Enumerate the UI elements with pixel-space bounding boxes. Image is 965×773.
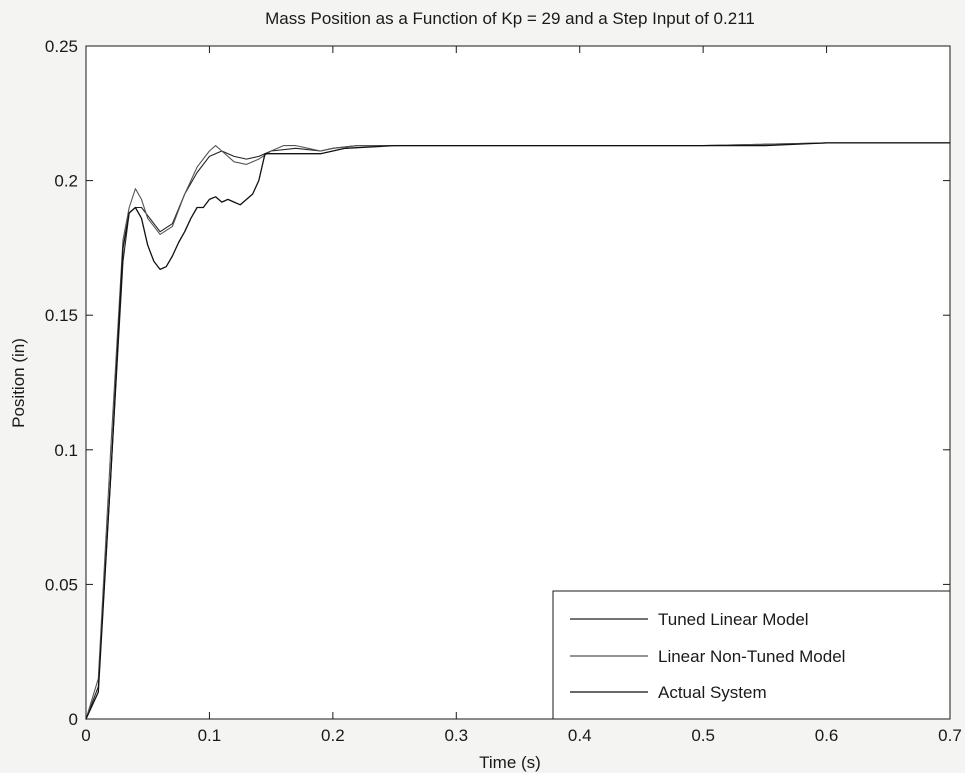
x-tick-label: 0.7	[938, 726, 962, 745]
x-axis-label: Time (s)	[479, 753, 541, 772]
y-tick-label: 0.2	[54, 172, 78, 191]
x-tick-label: 0.1	[198, 726, 222, 745]
x-axis: 0 0.1 0.2 0.3 0.4 0.5 0.6 0.7	[81, 46, 962, 745]
x-tick-label: 0	[81, 726, 90, 745]
x-tick-label: 0.5	[691, 726, 715, 745]
y-axis: 0 0.05 0.1 0.15 0.2 0.25	[45, 37, 950, 729]
chart-title: Mass Position as a Function of Kp = 29 a…	[265, 9, 755, 28]
legend-box	[552, 590, 951, 720]
y-tick-label: 0.25	[45, 37, 78, 56]
x-tick-label: 0.2	[321, 726, 345, 745]
legend-label-actual-system: Actual System	[658, 683, 767, 702]
x-tick-label: 0.3	[444, 726, 468, 745]
x-tick-label: 0.6	[815, 726, 839, 745]
legend-label-tuned-linear-model: Tuned Linear Model	[658, 610, 809, 629]
y-tick-label: 0.1	[54, 441, 78, 460]
legend: Tuned Linear Model Linear Non-Tuned Mode…	[552, 590, 951, 720]
y-tick-label: 0	[69, 710, 78, 729]
x-tick-label: 0.4	[568, 726, 592, 745]
y-tick-label: 0.15	[45, 306, 78, 325]
series-layer	[85, 142, 951, 720]
y-tick-label: 0.05	[45, 575, 78, 594]
series-line-actual-system	[85, 142, 951, 720]
legend-label-linear-non-tuned-model: Linear Non-Tuned Model	[658, 647, 845, 666]
y-axis-label: Position (in)	[9, 338, 28, 428]
